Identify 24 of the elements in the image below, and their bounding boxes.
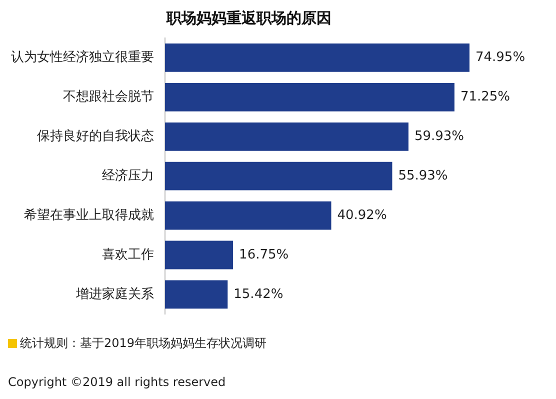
text: Copyright ©2019 all rights reserved [8, 375, 226, 389]
chart-title: 职场妈妈重返职场的原因 [166, 8, 332, 27]
y-tick-label: 不想跟社会脱节 [63, 90, 154, 105]
y-tick-label: 希望在事业上取得成就 [24, 208, 154, 223]
data-label: 74.95% [475, 50, 526, 66]
y-tick-label: 保持良好的自我状态 [37, 129, 154, 144]
bar [165, 201, 332, 230]
data-label: 71.25% [460, 90, 510, 105]
data-label: 55.93% [398, 168, 448, 184]
bar [165, 240, 234, 270]
data-label: 40.92% [337, 208, 387, 223]
bar [165, 122, 408, 151]
data-label: 15.42% [234, 286, 284, 302]
data-label: 16.75% [239, 247, 289, 262]
data-label: 59.93% [414, 129, 464, 144]
y-tick-label: 经济压力 [102, 168, 154, 184]
bar [165, 162, 392, 190]
y-tick-label: 增进家庭关系 [75, 286, 154, 302]
y-tick-label: 认为女性经济独立很重要 [11, 49, 154, 66]
y-tick-label: 喜欢工作 [102, 247, 154, 262]
bar [165, 82, 454, 112]
bar [165, 280, 228, 309]
bar [165, 44, 470, 72]
text: 统计规则：基于2019年职场妈妈生存状况调研 [19, 335, 267, 352]
